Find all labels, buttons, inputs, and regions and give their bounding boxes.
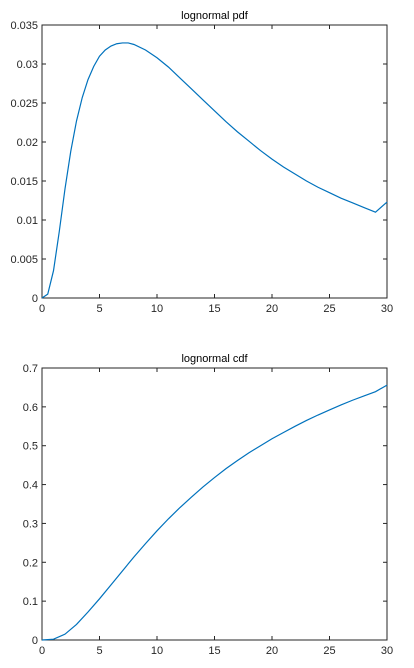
x-tick-label: 25 — [323, 303, 335, 315]
y-tick-label: 0.005 — [10, 254, 38, 266]
x-tick-label: 20 — [266, 645, 278, 657]
x-tick-label: 15 — [208, 303, 220, 315]
y-tick-label: 0.035 — [10, 20, 38, 32]
y-tick-label: 0 — [32, 293, 38, 305]
chart-2: lognormal cdf 0 5 10 15 20 25 30 0 0.1 0.2 0.3 0.4 0.… — [23, 353, 393, 657]
y-tick-label: 0.2 — [23, 557, 38, 569]
y-tick-label: 0.7 — [23, 363, 38, 375]
y-tick-label: 0.3 — [23, 518, 38, 530]
y-tick-label: 0.1 — [23, 596, 38, 608]
y-tick-label: 0.6 — [23, 402, 38, 414]
y-tick-label: 0.03 — [17, 59, 38, 71]
chart-title: lognormal pdf — [181, 10, 249, 22]
x-tick-label: 10 — [151, 303, 163, 315]
x-tick-label: 20 — [266, 303, 278, 315]
y-tick-label: 0.01 — [17, 215, 38, 227]
plot-area-frame — [41, 367, 388, 641]
series-line-1 — [41, 42, 388, 299]
y-tick-label: 0.4 — [23, 480, 38, 492]
x-tick-label: 0 — [39, 303, 45, 315]
chart-title: lognormal cdf — [181, 353, 248, 365]
y-tick-label: 0.5 — [23, 441, 38, 453]
x-tick-label: 0 — [39, 645, 45, 657]
chart-1: lognormal pdf 0 5 10 15 20 25 30 0 0.005 0.01 0.015… — [10, 10, 393, 315]
x-tick-label: 10 — [151, 645, 163, 657]
x-tick-label: 30 — [381, 303, 393, 315]
y-tick-label: 0 — [32, 635, 38, 647]
y-tick-label: 0.02 — [17, 137, 38, 149]
x-tick-label: 30 — [381, 645, 393, 657]
y-tick-label: 0.025 — [10, 98, 38, 110]
x-tick-label: 5 — [96, 303, 102, 315]
x-tick-label: 25 — [323, 645, 335, 657]
x-tick-label: 15 — [208, 645, 220, 657]
y-tick-label: 0.015 — [10, 176, 38, 188]
series-line-1 — [41, 384, 388, 641]
x-tick-label: 5 — [96, 645, 102, 657]
